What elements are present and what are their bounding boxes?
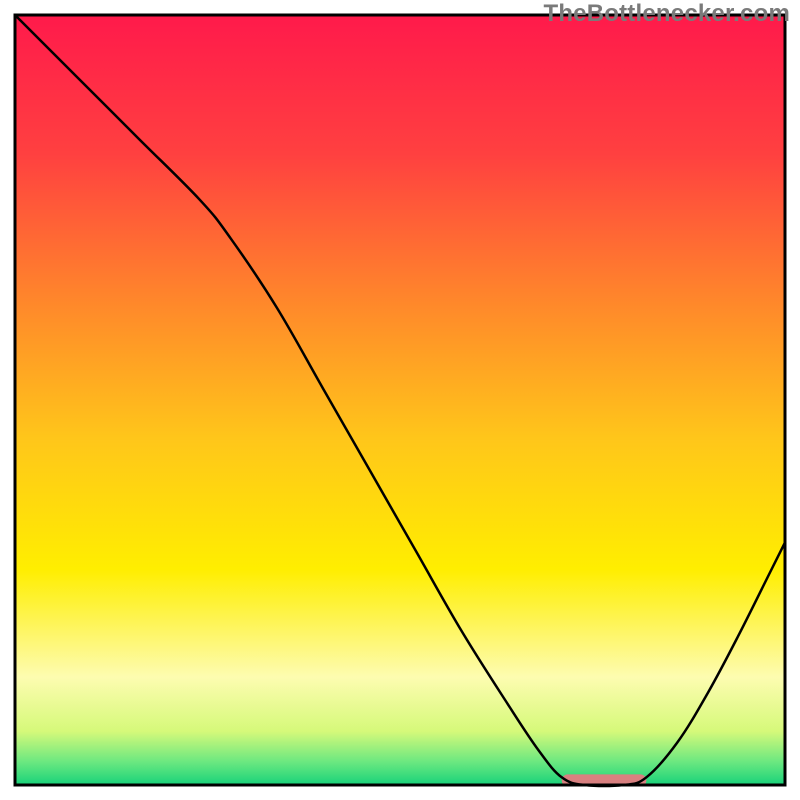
chart-canvas [0,0,800,800]
bottleneck-chart: TheBottlenecker.com [0,0,800,800]
watermark-text: TheBottlenecker.com [543,0,790,28]
